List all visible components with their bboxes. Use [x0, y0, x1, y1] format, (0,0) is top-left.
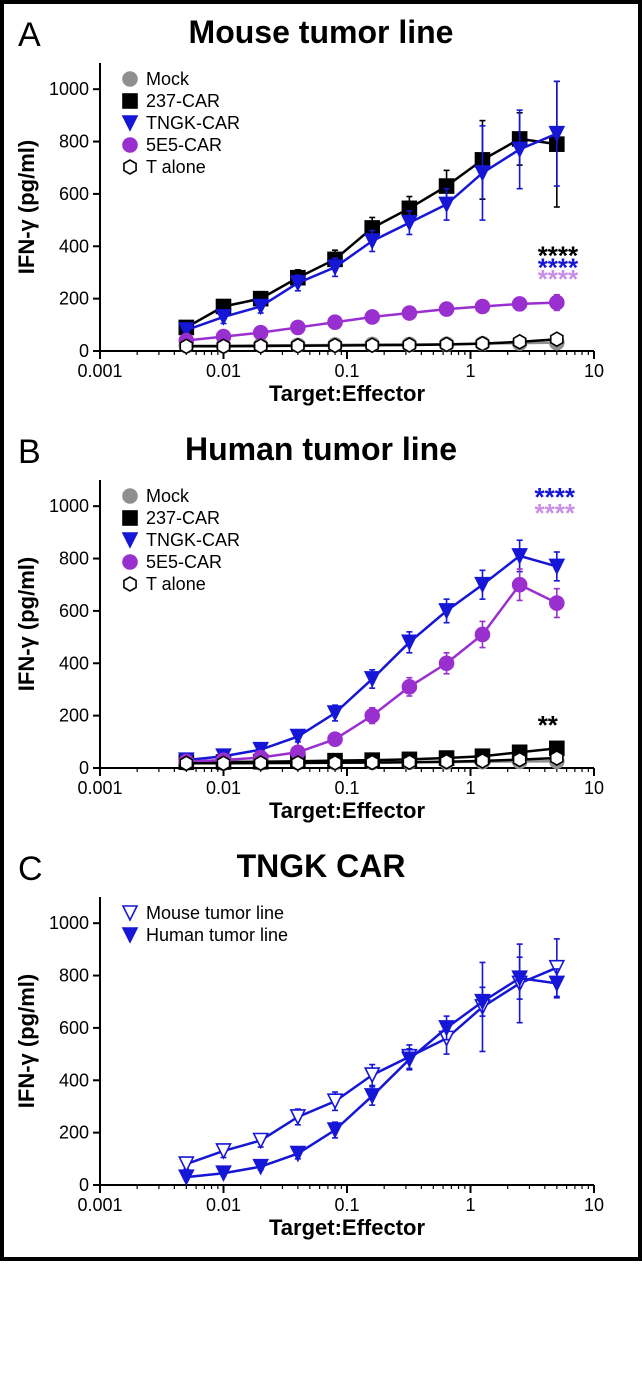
- svg-text:1: 1: [465, 1195, 475, 1215]
- svg-text:TNGK-CAR: TNGK-CAR: [146, 113, 240, 133]
- panel-A: A Mouse tumor line 0 200 400 600 800 1000 0.00…: [12, 14, 630, 413]
- svg-text:10: 10: [584, 778, 604, 798]
- svg-text:400: 400: [59, 236, 89, 256]
- svg-text:Mouse tumor line: Mouse tumor line: [146, 903, 284, 923]
- svg-text:5E5-CAR: 5E5-CAR: [146, 552, 222, 572]
- svg-text:****: ****: [538, 264, 579, 294]
- svg-text:0.1: 0.1: [334, 778, 359, 798]
- svg-text:0.1: 0.1: [334, 361, 359, 381]
- panel-letter-B: B: [18, 433, 41, 472]
- svg-text:0: 0: [79, 758, 89, 778]
- svg-text:800: 800: [59, 549, 89, 569]
- chart-B: 0 200 400 600 800 1000 0.001 0.01 0.1 1 10 Target:E…: [12, 470, 612, 830]
- svg-text:200: 200: [59, 289, 89, 309]
- svg-text:0.001: 0.001: [77, 778, 122, 798]
- svg-text:Mock: Mock: [146, 486, 190, 506]
- svg-text:T alone: T alone: [146, 157, 206, 177]
- figure-frame: A Mouse tumor line 020040060080010000.00…: [0, 0, 642, 1261]
- svg-text:IFN-γ (pg/ml): IFN-γ (pg/ml): [14, 557, 39, 691]
- panel-C: C TNGK CAR 0 200 400 600 800 1000 0.001 0.01 0.1…: [12, 848, 630, 1247]
- svg-text:400: 400: [59, 1070, 89, 1090]
- svg-text:TNGK-CAR: TNGK-CAR: [146, 530, 240, 550]
- svg-text:Target:Effector: Target:Effector: [269, 381, 425, 406]
- svg-text:Target:Effector: Target:Effector: [269, 798, 425, 823]
- svg-text:0.01: 0.01: [206, 778, 241, 798]
- svg-text:237-CAR: 237-CAR: [146, 91, 220, 111]
- svg-text:5E5-CAR: 5E5-CAR: [146, 135, 222, 155]
- chart-svg-B: 0 200 400 600 800 1000 0.001 0.01 0.1 1 10 Target:E…: [12, 470, 612, 830]
- svg-text:0: 0: [79, 341, 89, 361]
- chart-C: 0 200 400 600 800 1000 0.001 0.01 0.1 1 10 Target:E…: [12, 887, 612, 1247]
- chart-A: 0 200 400 600 800 1000 0.001 0.01 0.1 1 10 Target:E…: [12, 53, 612, 413]
- svg-text:600: 600: [59, 1018, 89, 1038]
- svg-text:T alone: T alone: [146, 574, 206, 594]
- panel-title-A: Mouse tumor line: [12, 14, 630, 51]
- svg-text:IFN-γ (pg/ml): IFN-γ (pg/ml): [14, 974, 39, 1108]
- svg-text:10: 10: [584, 361, 604, 381]
- panel-title-B: Human tumor line: [12, 431, 630, 468]
- panel-letter-C: C: [18, 850, 43, 889]
- svg-text:1000: 1000: [49, 496, 89, 516]
- svg-text:800: 800: [59, 132, 89, 152]
- svg-text:10: 10: [584, 1195, 604, 1215]
- svg-text:IFN-γ (pg/ml): IFN-γ (pg/ml): [14, 140, 39, 274]
- svg-text:0: 0: [79, 1175, 89, 1195]
- svg-text:Human tumor line: Human tumor line: [146, 925, 288, 945]
- svg-text:**: **: [538, 710, 559, 740]
- svg-text:1000: 1000: [49, 79, 89, 99]
- svg-text:0.01: 0.01: [206, 1195, 241, 1215]
- panel-title-C: TNGK CAR: [12, 848, 630, 885]
- svg-text:800: 800: [59, 966, 89, 986]
- svg-text:600: 600: [59, 601, 89, 621]
- svg-text:1: 1: [465, 361, 475, 381]
- panel-letter-A: A: [18, 16, 41, 55]
- chart-svg-C: 0 200 400 600 800 1000 0.001 0.01 0.1 1 10 Target:E…: [12, 887, 612, 1247]
- chart-svg-A: 0 200 400 600 800 1000 0.001 0.01 0.1 1 10 Target:E…: [12, 53, 612, 413]
- svg-text:0.1: 0.1: [334, 1195, 359, 1215]
- svg-text:0.001: 0.001: [77, 361, 122, 381]
- svg-text:0.01: 0.01: [206, 361, 241, 381]
- panel-B: B Human tumor line 0 200 400 600 800 1000 0.00…: [12, 431, 630, 830]
- svg-text:200: 200: [59, 1123, 89, 1143]
- svg-text:Mock: Mock: [146, 69, 190, 89]
- svg-text:0.001: 0.001: [77, 1195, 122, 1215]
- svg-text:1000: 1000: [49, 913, 89, 933]
- svg-text:****: ****: [535, 498, 576, 528]
- svg-text:237-CAR: 237-CAR: [146, 508, 220, 528]
- svg-text:200: 200: [59, 706, 89, 726]
- svg-text:1: 1: [465, 778, 475, 798]
- svg-text:400: 400: [59, 653, 89, 673]
- svg-text:600: 600: [59, 184, 89, 204]
- svg-text:Target:Effector: Target:Effector: [269, 1215, 425, 1240]
